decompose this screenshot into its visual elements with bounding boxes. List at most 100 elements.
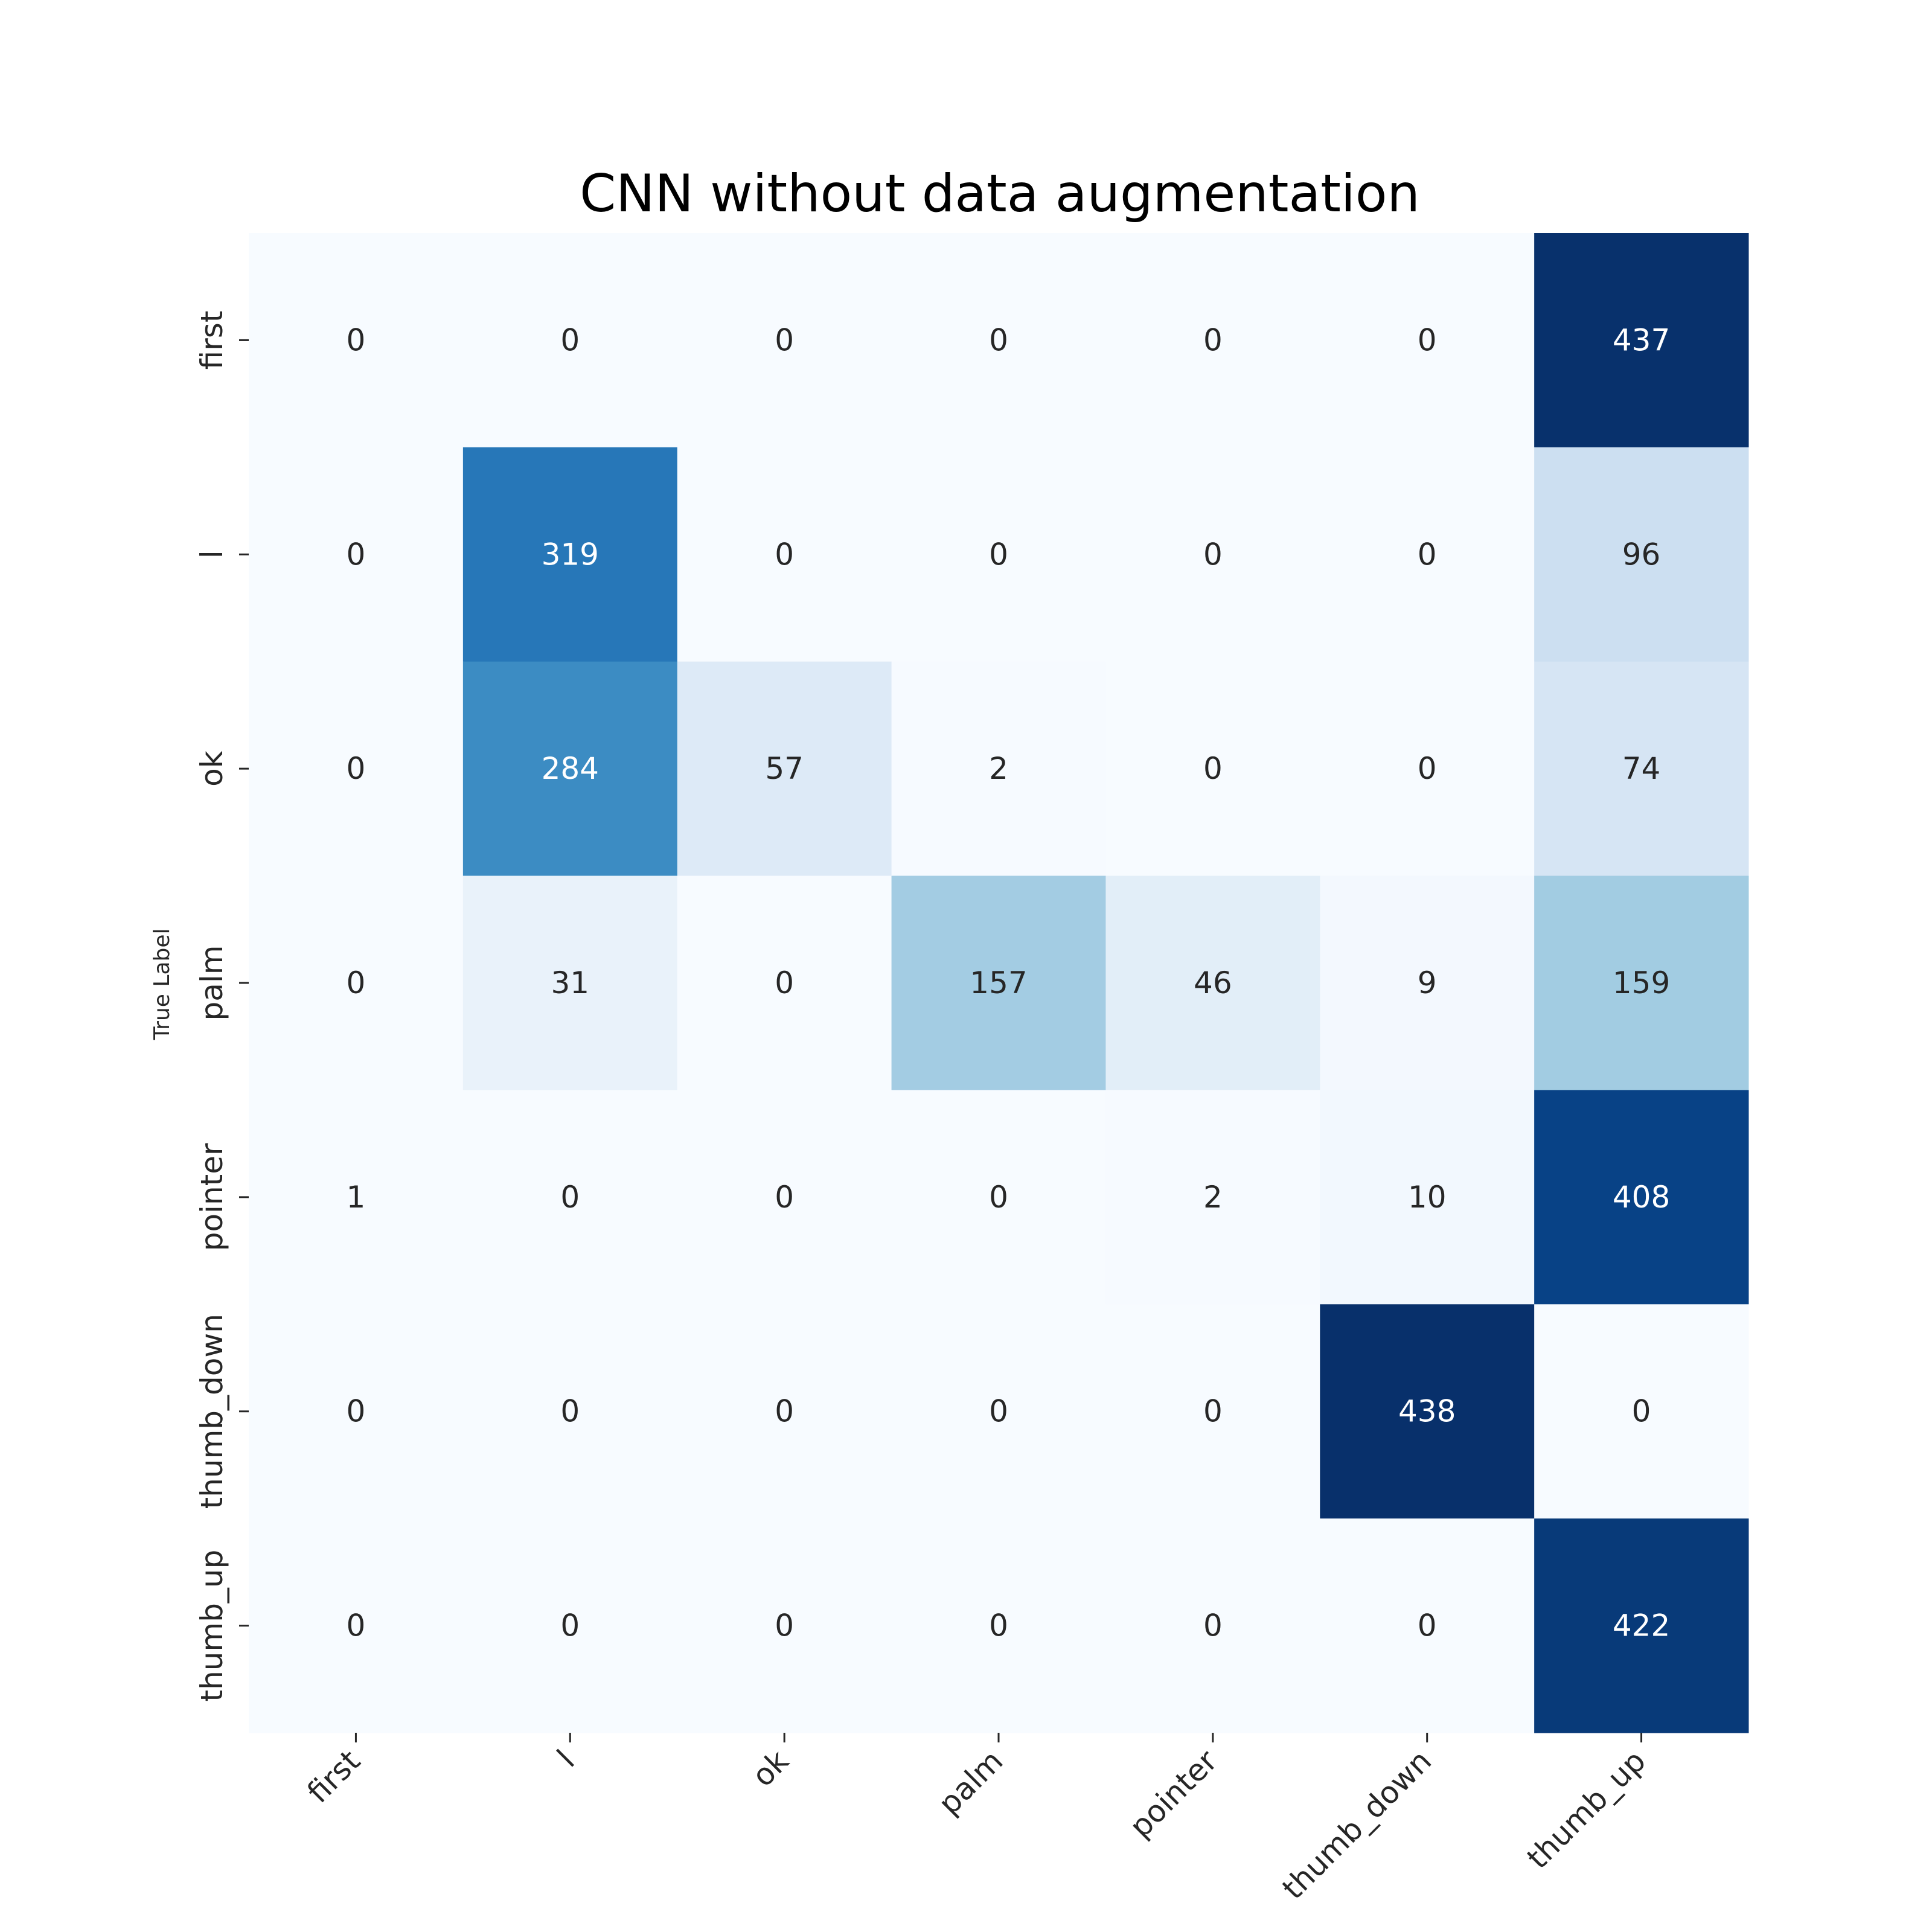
x-tick-label-thumb_down: thumb_down	[1276, 1743, 1439, 1906]
heatmap-cell-r1-c4	[1105, 447, 1320, 662]
cell-value-r4-c3: 0	[989, 1180, 1008, 1215]
heatmap-cell-r1-c1	[462, 447, 678, 662]
heatmap-cell-r1-c5	[1320, 447, 1535, 662]
y-tick-label-palm: palm	[194, 945, 229, 1021]
cell-value-r3-c6: 159	[1613, 965, 1670, 1000]
heatmap-cell-r2-c6	[1534, 661, 1749, 877]
cell-value-r2-c5: 0	[1418, 751, 1437, 786]
x-tick-label-ok: ok	[746, 1743, 796, 1793]
cell-value-r6-c3: 0	[989, 1608, 1008, 1643]
heatmap-cell-r5-c4	[1105, 1304, 1320, 1519]
heatmap-cell-r0-c5	[1320, 233, 1535, 448]
x-tick-label-first: first	[301, 1743, 367, 1809]
cell-value-r6-c2: 0	[775, 1608, 794, 1643]
cell-value-r4-c2: 0	[775, 1180, 794, 1215]
cell-value-r5-c5: 438	[1398, 1394, 1456, 1429]
x-tick-label-palm: palm	[932, 1743, 1009, 1821]
cell-value-r6-c6: 422	[1613, 1608, 1670, 1643]
y-tick-label-thumb_down: thumb_down	[194, 1314, 229, 1509]
heatmap-cell-r4-c3	[891, 1090, 1106, 1305]
cell-value-r2-c4: 0	[1203, 751, 1223, 786]
y-axis-ticks: first l ok palm pointer thumb_down thumb_up	[194, 311, 249, 1702]
cell-value-r5-c6: 0	[1632, 1394, 1651, 1429]
heatmap-cell-r5-c3	[891, 1304, 1106, 1519]
cell-value-r5-c3: 0	[989, 1394, 1008, 1429]
heatmap-cell-r6-c1	[462, 1518, 678, 1733]
heatmap-cell-r0-c4	[1105, 233, 1320, 448]
cell-value-r0-c0: 0	[347, 322, 366, 357]
heatmap-cell-r1-c2	[677, 447, 892, 662]
cell-value-r0-c5: 0	[1418, 322, 1437, 357]
heatmap-cell-r6-c3	[891, 1518, 1106, 1733]
heatmap-cell-r3-c1	[462, 875, 678, 1090]
cell-value-r2-c3: 2	[989, 751, 1008, 786]
cell-value-r2-c2: 57	[765, 751, 804, 786]
heatmap-cell-r4-c1	[462, 1090, 678, 1305]
cell-value-r3-c0: 0	[347, 965, 366, 1000]
cell-value-r0-c6: 437	[1613, 322, 1670, 357]
cell-value-r6-c4: 0	[1203, 1608, 1223, 1643]
heatmap-cell-r6-c5	[1320, 1518, 1535, 1733]
cell-value-r3-c3: 157	[970, 965, 1027, 1000]
heatmap-cell-r5-c5	[1320, 1304, 1535, 1519]
cell-value-r1-c3: 0	[989, 537, 1008, 572]
heatmap-cell-r6-c6	[1534, 1518, 1749, 1733]
cell-value-r3-c2: 0	[775, 965, 794, 1000]
heatmap-cell-r4-c0	[249, 1090, 464, 1305]
heatmap-cell-r1-c6	[1534, 447, 1749, 662]
heatmap-cell-r2-c0	[249, 661, 464, 877]
cell-value-r0-c2: 0	[775, 322, 794, 357]
heatmap-cell-r4-c5	[1320, 1090, 1535, 1305]
heatmap-cell-r5-c6	[1534, 1304, 1749, 1519]
heatmap-cell-r0-c3	[891, 233, 1106, 448]
heatmap-cell-r6-c4	[1105, 1518, 1320, 1733]
cell-value-r2-c6: 74	[1622, 751, 1661, 786]
cell-value-r0-c3: 0	[989, 322, 1008, 357]
cell-value-r0-c1: 0	[560, 322, 580, 357]
cell-value-r0-c4: 0	[1203, 322, 1223, 357]
heatmap-cells	[249, 233, 1749, 1733]
cell-value-r1-c6: 96	[1622, 537, 1661, 572]
heatmap-cell-r6-c0	[249, 1518, 464, 1733]
chart-title: CNN without data augmentation	[580, 164, 1420, 224]
heatmap-cell-r1-c3	[891, 447, 1106, 662]
heatmap-cell-r6-c2	[677, 1518, 892, 1733]
y-tick-label-thumb_up: thumb_up	[194, 1550, 229, 1702]
cell-value-r1-c5: 0	[1418, 537, 1437, 572]
cell-value-r3-c1: 31	[551, 965, 589, 1000]
cell-value-r1-c4: 0	[1203, 537, 1223, 572]
cell-value-r5-c0: 0	[347, 1394, 366, 1429]
heatmap-cell-r5-c0	[249, 1304, 464, 1519]
cell-value-r6-c5: 0	[1418, 1608, 1437, 1643]
y-tick-label-ok: ok	[194, 750, 229, 787]
heatmap-cell-r2-c2	[677, 661, 892, 877]
heatmap-cell-r0-c0	[249, 233, 464, 448]
heatmap-cell-r3-c0	[249, 875, 464, 1090]
cell-value-r6-c1: 0	[560, 1608, 580, 1643]
heatmap-cell-r2-c4	[1105, 661, 1320, 877]
cell-value-r2-c1: 284	[542, 751, 599, 786]
heatmap-cell-r4-c4	[1105, 1090, 1320, 1305]
heatmap-cell-r3-c2	[677, 875, 892, 1090]
cell-value-r3-c5: 9	[1418, 965, 1437, 1000]
cell-value-r4-c5: 10	[1408, 1180, 1447, 1215]
cell-value-r1-c2: 0	[775, 537, 794, 572]
heatmap-cell-r4-c2	[677, 1090, 892, 1305]
cell-value-r1-c1: 319	[542, 537, 599, 572]
cell-value-r4-c6: 408	[1613, 1180, 1670, 1215]
cell-value-r6-c0: 0	[347, 1608, 366, 1643]
x-axis-ticks: first l ok palm pointer thumb_down thumb_up	[301, 1733, 1652, 1906]
heatmap-cell-r2-c3	[891, 661, 1106, 877]
heatmap-cell-r3-c5	[1320, 875, 1535, 1090]
x-tick-label-thumb_up: thumb_up	[1520, 1743, 1652, 1875]
heatmap-cell-r1-c0	[249, 447, 464, 662]
heatmap-cell-r5-c2	[677, 1304, 892, 1519]
cell-value-r5-c1: 0	[560, 1394, 580, 1429]
y-tick-label-pointer: pointer	[194, 1143, 229, 1251]
cell-value-r5-c2: 0	[775, 1394, 794, 1429]
heatmap-cell-r3-c6	[1534, 875, 1749, 1090]
heatmap-cell-r0-c1	[462, 233, 678, 448]
heatmap-cell-r4-c6	[1534, 1090, 1749, 1305]
